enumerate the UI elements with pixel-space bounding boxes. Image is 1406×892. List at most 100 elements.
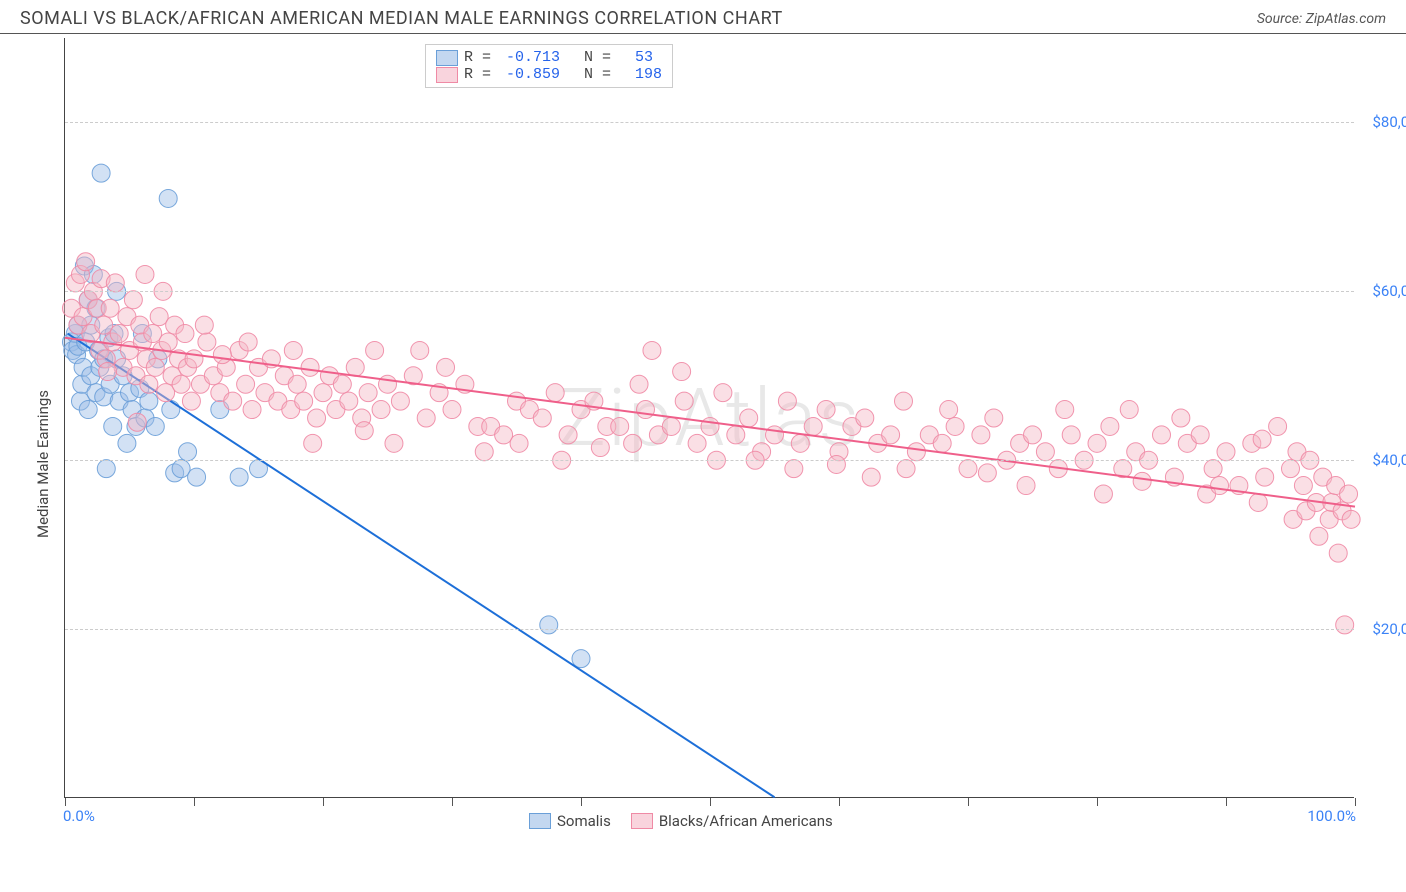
data-point-blacks [224, 392, 242, 410]
data-point-blacks [940, 401, 958, 419]
data-point-blacks [213, 346, 231, 364]
data-point-blacks [985, 409, 1003, 427]
data-point-blacks [295, 392, 313, 410]
data-point-blacks [701, 417, 719, 435]
data-point-blacks [385, 434, 403, 452]
data-point-blacks [907, 443, 925, 461]
data-point-somalis [540, 616, 558, 634]
bottom-legend: SomalisBlacks/African Americans [529, 812, 833, 830]
stats-row-somalis: R = -0.713 N = 53 [436, 49, 662, 66]
data-point-blacks [727, 426, 745, 444]
data-point-blacks [106, 274, 124, 292]
source-label: Source: [1257, 11, 1306, 27]
data-point-blacks [856, 409, 874, 427]
data-point-blacks [673, 363, 691, 381]
data-point-blacks [198, 333, 216, 351]
data-point-blacks [1217, 443, 1235, 461]
data-point-somalis [118, 434, 136, 452]
data-point-blacks [417, 409, 435, 427]
data-point-blacks [366, 341, 384, 359]
stats-box: R = -0.713 N = 53R = -0.859 N = 198 [425, 44, 673, 88]
x-tick [581, 798, 582, 806]
data-point-blacks [288, 375, 306, 393]
data-point-blacks [1133, 472, 1151, 490]
data-point-blacks [182, 392, 200, 410]
x-tick-label-right: 100.0% [1307, 807, 1356, 825]
data-point-blacks [355, 422, 373, 440]
data-point-blacks [1024, 426, 1042, 444]
x-tick [452, 798, 453, 806]
data-point-blacks [101, 299, 119, 317]
y-tick-label: $60,000 [1360, 282, 1406, 300]
data-point-blacks [1017, 477, 1035, 495]
y-tick-label: $20,000 [1360, 620, 1406, 638]
data-point-blacks [99, 363, 117, 381]
data-point-blacks [882, 426, 900, 444]
trend-line-dash-somalis [775, 797, 776, 798]
data-point-blacks [1062, 426, 1080, 444]
data-point-blacks [630, 375, 648, 393]
header: SOMALI VS BLACK/AFRICAN AMERICAN MEDIAN … [0, 0, 1406, 34]
legend-label-somalis: Somalis [557, 812, 611, 830]
data-point-blacks [1211, 477, 1229, 495]
n-value-blacks: 198 [626, 66, 662, 83]
x-tick [1226, 798, 1227, 806]
data-point-somalis [179, 443, 197, 461]
x-tick [839, 798, 840, 806]
r-value-blacks: -0.859 [506, 66, 560, 83]
data-point-blacks [124, 291, 142, 309]
chart-svg [65, 38, 1355, 798]
data-point-blacks [1120, 401, 1138, 419]
data-point-blacks [1094, 485, 1112, 503]
data-point-blacks [611, 417, 629, 435]
n-value-somalis: 53 [626, 49, 653, 66]
data-point-blacks [1253, 430, 1271, 448]
data-point-somalis [159, 189, 177, 207]
r-label: R = [464, 49, 500, 66]
data-point-blacks [1088, 434, 1106, 452]
data-point-blacks [688, 434, 706, 452]
data-point-blacks [643, 341, 661, 359]
data-point-blacks [443, 401, 461, 419]
data-point-blacks [340, 392, 358, 410]
data-point-blacks [766, 426, 784, 444]
y-tick-label: $80,000 [1360, 113, 1406, 131]
data-point-somalis [140, 392, 158, 410]
data-point-blacks [301, 358, 319, 376]
x-tick [710, 798, 711, 806]
data-point-somalis [79, 401, 97, 419]
data-point-blacks [895, 392, 913, 410]
y-tick-label: $40,000 [1360, 451, 1406, 469]
x-tick [65, 798, 66, 806]
data-point-somalis [146, 417, 164, 435]
data-point-blacks [140, 375, 158, 393]
gridline [65, 291, 1354, 292]
data-point-blacks [1336, 616, 1354, 634]
data-point-blacks [662, 417, 680, 435]
x-tick [968, 798, 969, 806]
data-point-somalis [230, 468, 248, 486]
data-point-blacks [675, 392, 693, 410]
data-point-somalis [97, 460, 115, 478]
data-point-blacks [411, 341, 429, 359]
data-point-blacks [1204, 460, 1222, 478]
swatch-somalis [436, 50, 458, 66]
r-value-somalis: -0.713 [506, 49, 560, 66]
n-label: N = [566, 66, 620, 83]
data-point-blacks [785, 460, 803, 478]
data-point-blacks [314, 384, 332, 402]
data-point-blacks [817, 401, 835, 419]
data-point-blacks [195, 316, 213, 334]
source: Source: ZipAtlas.com [1257, 11, 1386, 27]
data-point-blacks [1036, 443, 1054, 461]
data-point-blacks [1101, 417, 1119, 435]
data-point-blacks [862, 468, 880, 486]
gridline [65, 629, 1354, 630]
data-point-blacks [827, 455, 845, 473]
data-point-blacks [637, 401, 655, 419]
stats-row-blacks: R = -0.859 N = 198 [436, 66, 662, 83]
data-point-somalis [92, 164, 110, 182]
data-point-blacks [172, 375, 190, 393]
data-point-blacks [359, 384, 377, 402]
data-point-blacks [185, 350, 203, 368]
